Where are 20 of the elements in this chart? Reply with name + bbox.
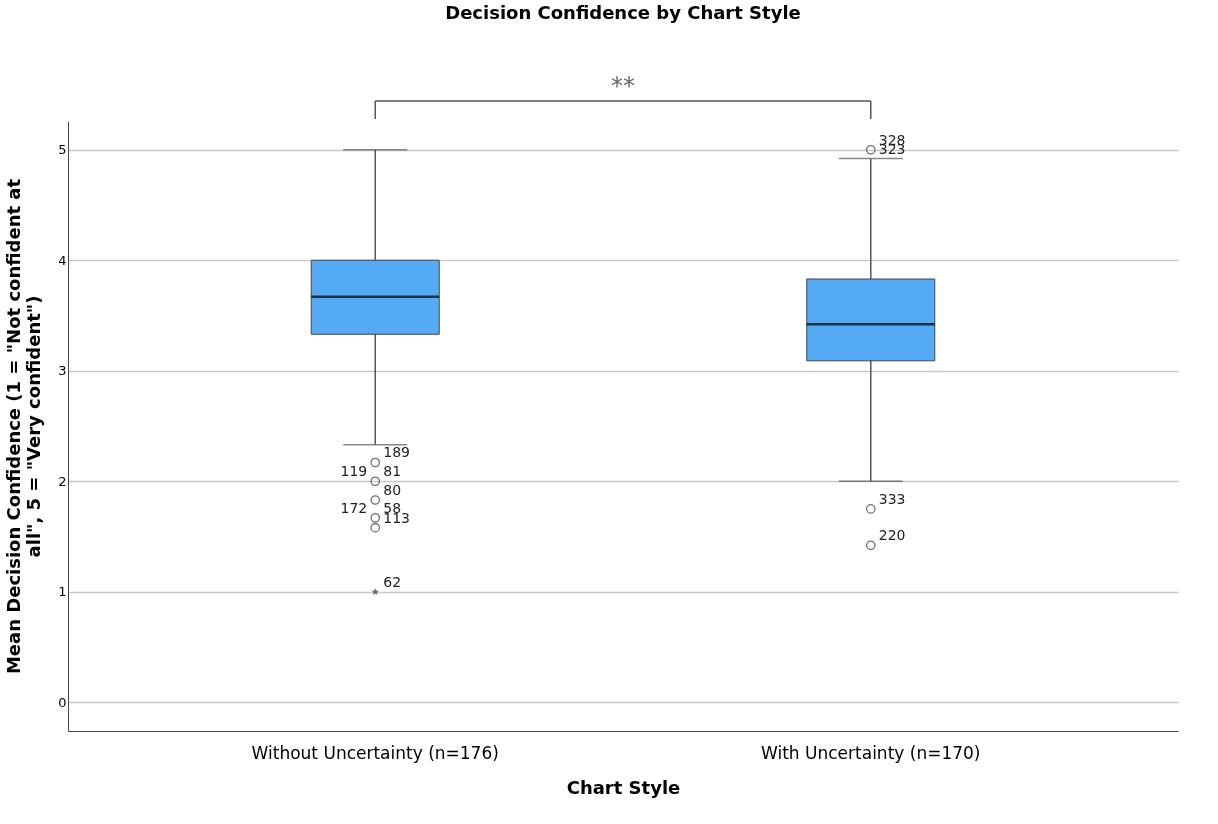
chart-title: Decision Confidence by Chart Style [445, 2, 801, 23]
annotation: 172 [340, 499, 368, 516]
annotation: 119 [340, 463, 368, 480]
y-tick-label: 3 [58, 363, 67, 379]
annotation: 333 [878, 490, 906, 507]
y-tick-label: 0 [58, 694, 67, 710]
x-tick-label: Without Uncertainty (n=176) [251, 742, 499, 763]
annotation: 62 [383, 573, 402, 590]
y-tick-label: 4 [58, 252, 67, 268]
text: ** [611, 72, 635, 100]
annotation: 81 [383, 463, 402, 480]
x-tick-label: With Uncertainty (n=170) [761, 742, 981, 763]
y-axis-title: Mean Decision Confidence (1 = "Not confident at all", 5 = "Very confident") [3, 178, 45, 675]
y-tick-label: 1 [58, 584, 67, 600]
annotation: 80 [383, 482, 402, 499]
y-tick-label: 5 [58, 142, 67, 158]
x-axis-title: Chart Style [566, 776, 681, 798]
y-tick-label: 2 [58, 473, 67, 489]
annotation: 220 [878, 527, 906, 544]
annotation: 189 [383, 444, 410, 461]
